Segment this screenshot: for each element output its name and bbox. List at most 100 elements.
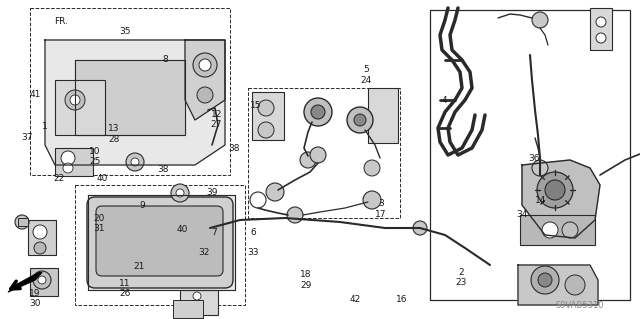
Circle shape [532,160,548,176]
Circle shape [65,90,85,110]
Circle shape [531,266,559,294]
Polygon shape [75,60,185,135]
Text: 38: 38 [157,165,169,174]
Text: 9: 9 [140,201,145,210]
FancyBboxPatch shape [96,206,223,276]
Bar [252,92,284,140]
Circle shape [131,158,139,166]
Polygon shape [522,160,600,238]
Text: 20
31: 20 31 [93,214,105,233]
Polygon shape [185,40,225,120]
Circle shape [347,107,373,133]
Bar [28,220,56,255]
Text: 15: 15 [250,101,262,110]
Circle shape [363,191,381,209]
Text: 5
24: 5 24 [360,65,372,85]
Polygon shape [518,265,598,305]
Polygon shape [8,272,42,292]
Circle shape [258,100,274,116]
Text: 1: 1 [42,122,47,130]
Circle shape [15,215,29,229]
Circle shape [364,160,380,176]
Circle shape [193,53,217,77]
Text: 12
27: 12 27 [211,110,222,129]
Text: 38: 38 [228,144,239,153]
Circle shape [537,172,573,208]
Bar [55,80,105,135]
Text: 32: 32 [198,248,209,256]
Bar [173,300,203,318]
Polygon shape [45,40,225,165]
Text: 37: 37 [21,133,33,142]
Text: 36: 36 [529,154,540,163]
Circle shape [61,151,75,165]
Circle shape [304,98,332,126]
Text: 42: 42 [349,295,361,304]
Text: 18
29: 18 29 [300,271,312,290]
Text: 13
28: 13 28 [108,124,120,144]
Circle shape [538,273,552,287]
Text: 40: 40 [97,174,108,182]
Text: 33: 33 [247,248,259,256]
FancyBboxPatch shape [87,197,233,288]
Circle shape [287,207,303,223]
Text: 8: 8 [163,55,168,63]
Circle shape [70,95,80,105]
Circle shape [311,105,325,119]
Text: 34: 34 [516,210,527,219]
Bar [18,218,28,226]
Text: 35: 35 [120,27,131,36]
Circle shape [413,221,427,235]
Text: 39: 39 [207,189,218,197]
Circle shape [33,225,47,239]
Circle shape [596,17,606,27]
Bar [75,185,245,305]
Circle shape [38,276,46,284]
Text: 11
26: 11 26 [119,279,131,298]
Circle shape [596,33,606,43]
Text: 19
30: 19 30 [29,289,41,308]
Circle shape [199,59,211,71]
Circle shape [266,183,284,201]
Polygon shape [88,195,235,290]
Bar [180,290,218,315]
Circle shape [126,153,144,171]
Text: 2
23: 2 23 [455,268,467,287]
Circle shape [63,163,73,173]
Text: 3
17: 3 17 [375,199,387,219]
Circle shape [171,184,189,202]
Circle shape [33,271,51,289]
Text: 6: 6 [250,228,255,237]
Text: 4: 4 [442,96,447,105]
Text: S9VAB5310: S9VAB5310 [556,300,604,309]
Circle shape [542,222,558,238]
Text: 22: 22 [53,174,65,182]
Text: 16: 16 [396,295,408,304]
Circle shape [310,147,326,163]
Bar [368,88,398,143]
Bar [520,215,595,245]
Circle shape [197,87,213,103]
Text: 10
25: 10 25 [89,147,100,166]
Text: 7: 7 [212,228,217,237]
Text: 21: 21 [134,262,145,271]
Bar [55,148,93,176]
Circle shape [34,242,46,254]
Text: 14: 14 [535,197,547,205]
Circle shape [562,222,578,238]
Circle shape [565,275,585,295]
Bar [590,8,612,50]
Circle shape [258,122,274,138]
Text: 41: 41 [29,90,41,99]
Bar [30,8,230,175]
Bar [30,268,58,296]
Circle shape [300,152,316,168]
Circle shape [354,114,366,126]
Bar [248,88,400,218]
Circle shape [545,180,565,200]
Circle shape [176,189,184,197]
Text: FR.: FR. [54,17,68,26]
Circle shape [250,192,266,208]
Text: 40: 40 [177,225,188,234]
Circle shape [193,292,201,300]
